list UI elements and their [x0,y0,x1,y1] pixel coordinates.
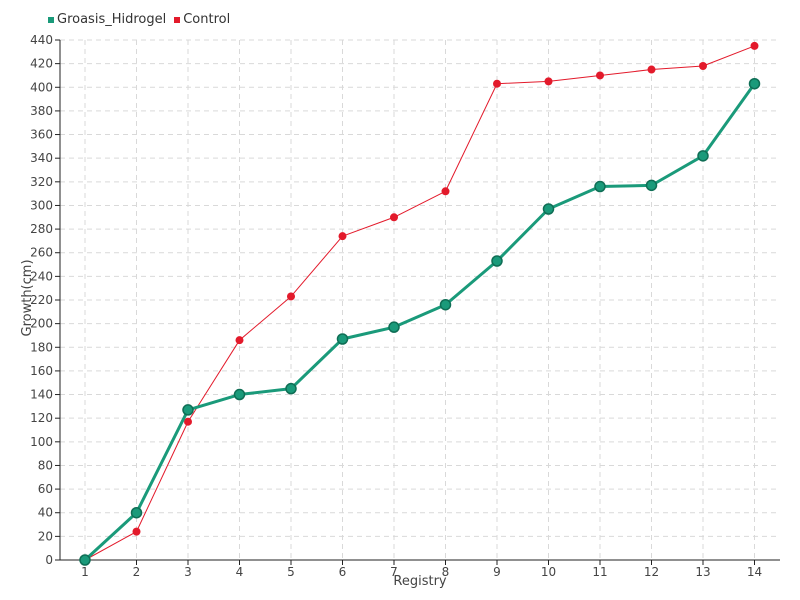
y-tick-label: 60 [38,482,53,496]
axis-layer: 0 20 40 60 80 100 120 140 160 180 200 220 240 260 280 3… [30,33,780,579]
data-point-control [699,62,707,70]
data-point-groasis-hidrogel [439,298,452,311]
y-tick-label: 0 [45,553,53,567]
data-point-groasis-hidrogel [594,180,606,193]
y-tick-label: 340 [30,151,53,165]
data-point-control [596,71,604,80]
y-tick-label: 180 [30,340,53,354]
data-point-groasis-hidrogel [748,77,761,90]
data-point-groasis-hidrogel [233,388,246,401]
y-tick-label: 380 [30,104,53,118]
x-tick-label: 5 [287,565,295,579]
y-tick-label: 80 [38,458,53,472]
y-tick-label: 260 [30,246,53,260]
data-point-control [132,527,141,536]
x-tick-label: 1 [81,565,89,579]
x-tick-label: 9 [493,565,501,579]
y-tick-label: 40 [38,506,53,520]
data-point-control [441,187,450,196]
data-point-groasis-hidrogel [130,506,143,519]
data-point-control [287,292,295,301]
y-axis-title: Growth(cm) [20,259,35,336]
x-tick-label: 13 [695,565,710,579]
legend-item-control[interactable]: Control [174,12,230,27]
y-tick-label: 240 [30,269,53,283]
y-tick-label: 100 [30,435,53,449]
series-line-control [84,45,755,561]
x-tick-label: 8 [442,565,450,579]
legend-swatch-control [174,16,181,23]
y-tick-label: 280 [30,222,53,236]
y-tick-label: 440 [30,33,53,47]
data-point-control [390,213,398,222]
data-point-control [493,79,501,88]
x-tick-label: 3 [184,565,192,579]
y-tick-label: 400 [30,80,53,94]
y-tick-label: 160 [30,364,53,378]
data-point-control [750,41,759,50]
legend-item-groasis[interactable]: Groasis_Hidrogel [48,12,166,27]
data-point-groasis-hidrogel [542,203,555,215]
data-point-groasis-hidrogel [336,333,349,345]
data-point-control [647,65,656,74]
x-axis-title: Registry [393,574,447,589]
data-point-groasis-hidrogel [79,554,91,566]
legend: Groasis_Hidrogel Control [48,12,230,27]
data-point-control [338,232,347,241]
legend-label-control: Control [183,12,231,27]
y-tick-label: 120 [30,411,53,425]
x-tick-label: 12 [644,565,659,579]
data-point-groasis-hidrogel [697,150,709,162]
y-tick-label: 360 [30,128,53,142]
data-point-groasis-hidrogel [491,255,503,267]
x-tick-label: 2 [133,565,141,579]
y-tick-label: 320 [30,175,53,189]
data-point-control [235,336,244,345]
data-point-groasis-hidrogel [182,404,194,416]
x-tick-label: 6 [339,565,347,579]
grid-layer [60,39,780,560]
x-tick-label: 11 [592,565,607,579]
legend-label-groasis: Groasis_Hidrogel [57,12,167,27]
y-tick-label: 220 [30,293,53,307]
y-tick-label: 300 [30,198,53,212]
data-point-groasis-hidrogel [645,179,658,192]
x-tick-label: 10 [541,565,556,579]
y-tick-label: 420 [30,57,53,71]
y-tick-label: 20 [38,529,53,543]
data-point-groasis-hidrogel [388,321,400,333]
data-point-groasis-hidrogel [285,382,297,395]
y-tick-label: 200 [30,317,53,331]
data-point-control [184,417,192,426]
series-layer [79,41,761,566]
y-tick-label: 140 [30,388,53,402]
x-tick-label: 7 [390,565,398,579]
series-line-groasis-hidrogel [83,82,756,562]
x-tick-label: 4 [236,565,244,579]
legend-swatch-groasis [48,16,54,23]
data-point-control [544,77,553,86]
x-tick-label: 14 [747,565,762,579]
